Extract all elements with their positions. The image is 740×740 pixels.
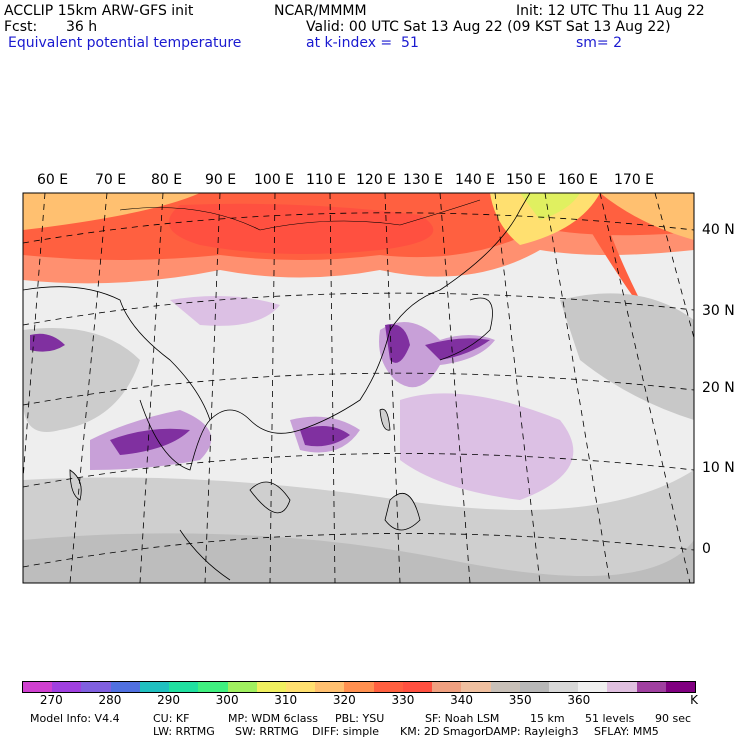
colorbar-tick-label: 300 (215, 693, 239, 707)
colorbar-tick-label: 340 (450, 693, 474, 707)
lat-label: 20 N (702, 380, 735, 396)
lon-label: 160 E (558, 172, 599, 188)
colorbar-cell (344, 682, 374, 692)
colorbar-tick-label: 290 (157, 693, 180, 707)
colorbar-cell (23, 682, 53, 692)
colorbar-cell (607, 682, 637, 692)
lon-label: 60 E (37, 172, 69, 188)
fcst-value: 36 h (66, 19, 98, 35)
colorbar-tick-label: 270 (39, 693, 63, 707)
colorbar-cell (548, 682, 579, 692)
map-graphic (22, 192, 695, 584)
lat-label: 10 N (702, 460, 735, 476)
colorbar-tick-label: 320 (332, 693, 356, 707)
colorbar (22, 681, 696, 693)
footer-model-info: Model Info: V4.4 (30, 712, 120, 725)
valid-time: Valid: 00 UTC Sat 13 Aug 22 (09 KST Sat … (306, 19, 671, 35)
lon-label: 130 E (403, 172, 444, 188)
colorbar-tick-label: 360 (567, 693, 591, 707)
colorbar-cell (256, 682, 286, 692)
footer-levels: 51 levels (585, 712, 635, 725)
colorbar-cell (169, 682, 199, 692)
colorbar-cell (578, 682, 608, 692)
footer-diff: DIFF: simple (312, 725, 380, 738)
colorbar-cell (402, 682, 433, 692)
footer-sflay: SFLAY: MM5 (594, 725, 659, 738)
colorbar-cell (636, 682, 666, 692)
footer-lw: LW: RRTMG (153, 725, 215, 738)
colorbar-cell (665, 682, 696, 692)
colorbar-tick-label: 310 (274, 693, 298, 707)
footer-res: 15 km (530, 712, 565, 725)
lon-label: 110 E (306, 172, 347, 188)
lon-label: 90 E (205, 172, 237, 188)
footer-pbl: PBL: YSU (335, 712, 385, 725)
fcst-label: Fcst: (4, 19, 38, 35)
lon-label: 170 E (614, 172, 655, 188)
colorbar-cell (315, 682, 345, 692)
colorbar-cell (110, 682, 140, 692)
colorbar-cell (139, 682, 170, 692)
map-frame (22, 192, 695, 584)
level-info: at k-index = 51 (306, 35, 419, 51)
lat-label: 40 N (702, 222, 735, 238)
colorbar-cell (227, 682, 257, 692)
lon-label: 100 E (254, 172, 295, 188)
colorbar-tick-label: 280 (98, 693, 122, 707)
footer-cu: CU: KF (153, 712, 190, 725)
org-title: NCAR/MMMM (274, 3, 367, 19)
footer-sw: SW: RRTMG (235, 725, 299, 738)
colorbar-cell (198, 682, 228, 692)
colorbar-cell (81, 682, 111, 692)
footer-km: KM: 2D Smagor (400, 725, 486, 738)
lon-label: 80 E (151, 172, 183, 188)
field-name: Equivalent potential temperature (8, 35, 242, 51)
lat-label: 30 N (702, 303, 735, 319)
footer-mp: MP: WDM 6class (228, 712, 318, 725)
lon-label: 70 E (95, 172, 127, 188)
colorbar-cell (373, 682, 403, 692)
footer-sf: SF: Noah LSM (425, 712, 500, 725)
lon-label: 120 E (356, 172, 397, 188)
colorbar-cell (461, 682, 491, 692)
colorbar-unit: K (690, 693, 698, 707)
colorbar-tick-label: 350 (508, 693, 532, 707)
model-title: ACCLIP 15km ARW-GFS init (4, 3, 194, 19)
lon-label: 140 E (455, 172, 496, 188)
colorbar-cell (490, 682, 520, 692)
colorbar-cell (52, 682, 82, 692)
init-time: Init: 12 UTC Thu 11 Aug 22 (516, 3, 705, 19)
footer-damp: DAMP: Rayleigh3 (485, 725, 579, 738)
colorbar-tick-label: 330 (391, 693, 415, 707)
smoothing-info: sm= 2 (576, 35, 623, 51)
lon-label: 150 E (506, 172, 547, 188)
footer-timestep: 90 sec (655, 712, 692, 725)
colorbar-cell (285, 682, 316, 692)
lat-label: 0 (702, 541, 711, 557)
colorbar-cell (432, 682, 462, 692)
colorbar-cell (519, 682, 549, 692)
